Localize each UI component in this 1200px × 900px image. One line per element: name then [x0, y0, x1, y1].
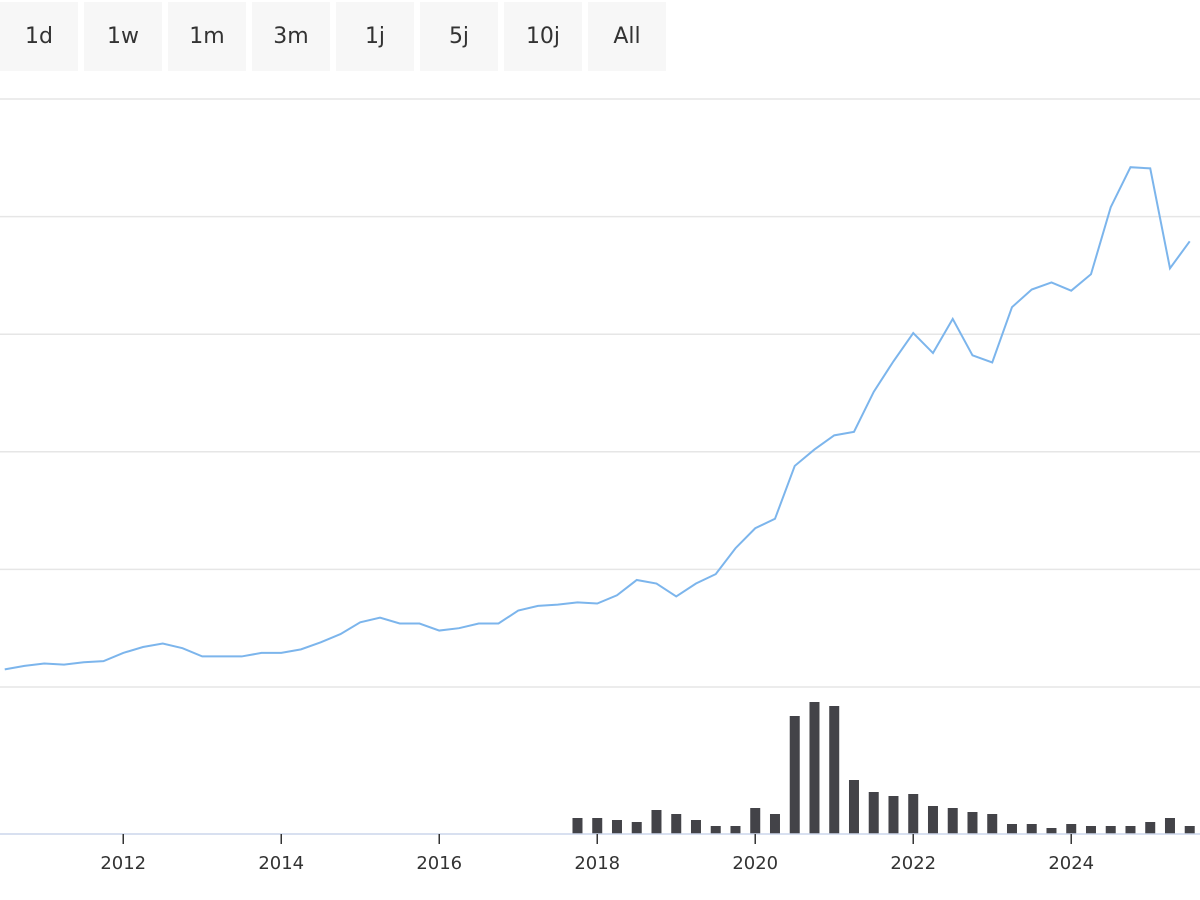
volume-bar [947, 808, 958, 834]
range-button[interactable]: 1w [84, 2, 162, 71]
volume-bar [809, 702, 820, 834]
volume-bar [611, 820, 622, 834]
volume-bar [868, 792, 879, 834]
volume-bar [967, 812, 978, 834]
volume-bar [1164, 818, 1175, 834]
volume-bar [1085, 826, 1096, 834]
x-tick-label: 2018 [574, 853, 620, 874]
x-tick-label: 2012 [100, 853, 146, 874]
range-button[interactable]: 10j [504, 2, 582, 71]
volume-bar [572, 818, 583, 834]
volume-bar [1046, 828, 1057, 834]
volume-bar [769, 814, 780, 834]
volume-bar [651, 810, 662, 834]
x-tick-label: 2014 [258, 853, 304, 874]
volume-bar [592, 818, 603, 834]
volume-bar [987, 814, 998, 834]
x-tick-label: 2016 [416, 853, 462, 874]
range-button[interactable]: 1j [336, 2, 414, 71]
range-button[interactable]: 3m [252, 2, 330, 71]
range-button[interactable]: 5j [420, 2, 498, 71]
volume-bar [789, 716, 800, 834]
volume-bar [710, 826, 721, 834]
volume-bar [908, 794, 919, 834]
volume-bar [1125, 826, 1136, 834]
volume-bar [690, 820, 701, 834]
volume-bar [888, 796, 899, 834]
range-button[interactable]: 1m [168, 2, 246, 71]
volume-bar [829, 706, 840, 834]
volume-bar [671, 814, 682, 834]
volume-bar [1026, 824, 1037, 834]
x-tick-label: 2024 [1048, 853, 1094, 874]
volume-bar [1184, 826, 1195, 834]
volume-bar [750, 808, 761, 834]
volume-bar [1066, 824, 1077, 834]
volume-bar [927, 806, 938, 834]
range-button[interactable]: 1d [0, 2, 78, 71]
price-line [4, 166, 1191, 671]
volume-bar [730, 826, 741, 834]
volume-bar [1105, 826, 1116, 834]
volume-bar [1006, 824, 1017, 834]
x-tick-label: 2020 [732, 853, 778, 874]
range-button[interactable]: All [588, 2, 666, 71]
volume-bar [848, 780, 859, 834]
volume-bar [1145, 822, 1156, 834]
x-tick-label: 2022 [890, 853, 936, 874]
volume-bar [631, 822, 642, 834]
